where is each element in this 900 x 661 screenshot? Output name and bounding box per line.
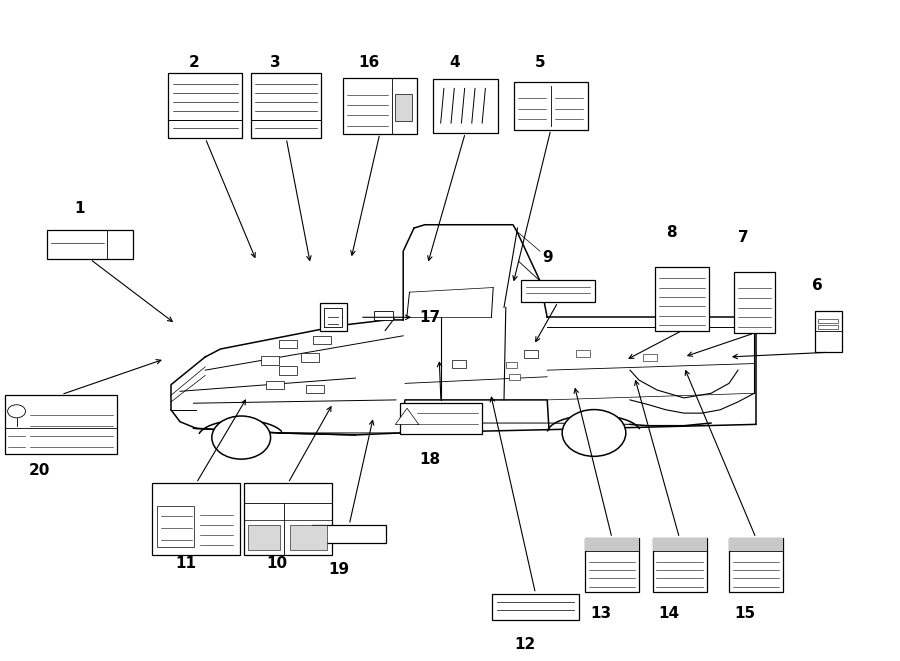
Bar <box>5 395 117 454</box>
Text: 7: 7 <box>738 231 749 245</box>
Text: 4: 4 <box>449 56 460 70</box>
Bar <box>302 353 319 362</box>
Bar <box>585 538 639 592</box>
Bar <box>524 350 538 358</box>
Bar <box>729 538 783 551</box>
Bar <box>251 73 321 138</box>
Bar <box>248 525 280 551</box>
Bar <box>343 78 417 134</box>
Bar <box>734 272 775 333</box>
Text: 9: 9 <box>542 251 553 265</box>
Text: 20: 20 <box>29 463 50 478</box>
Bar <box>320 303 346 331</box>
Bar <box>395 94 411 122</box>
Bar <box>814 311 842 352</box>
Bar <box>48 229 133 259</box>
Bar <box>152 483 240 555</box>
Text: 3: 3 <box>270 56 281 70</box>
Bar <box>652 538 706 592</box>
Bar <box>506 362 517 368</box>
Bar <box>818 325 838 329</box>
Bar <box>313 336 331 344</box>
Bar <box>514 82 588 130</box>
Bar <box>312 525 386 543</box>
Bar <box>374 311 393 320</box>
Polygon shape <box>395 408 419 424</box>
Bar <box>244 483 332 555</box>
Bar <box>492 594 579 620</box>
Bar <box>158 506 194 547</box>
Text: 16: 16 <box>358 56 380 70</box>
Bar <box>585 538 639 551</box>
Bar <box>433 79 498 133</box>
Bar <box>266 381 284 389</box>
Bar <box>168 73 242 138</box>
Text: 6: 6 <box>812 278 823 293</box>
Circle shape <box>562 410 626 456</box>
Bar <box>290 525 327 551</box>
Text: 14: 14 <box>658 606 680 621</box>
Bar <box>652 538 706 551</box>
Text: 15: 15 <box>734 606 756 621</box>
Bar <box>729 538 783 592</box>
Text: 1: 1 <box>74 201 85 215</box>
Text: 8: 8 <box>666 225 677 240</box>
Bar <box>279 366 297 375</box>
Bar <box>521 280 595 301</box>
Bar <box>452 360 466 368</box>
Bar <box>279 340 297 348</box>
Text: 10: 10 <box>266 556 288 570</box>
Text: 12: 12 <box>514 637 536 652</box>
Text: 13: 13 <box>590 606 612 621</box>
Bar <box>576 350 590 357</box>
Text: 5: 5 <box>535 56 545 70</box>
Text: 18: 18 <box>419 452 441 467</box>
Bar <box>655 267 709 330</box>
Bar <box>509 374 520 380</box>
Bar <box>261 356 279 365</box>
Circle shape <box>8 405 25 418</box>
Text: 17: 17 <box>419 310 441 325</box>
Text: 2: 2 <box>189 56 200 70</box>
Bar <box>306 385 324 393</box>
Text: 19: 19 <box>328 563 349 577</box>
Bar <box>818 319 838 323</box>
Circle shape <box>212 416 271 459</box>
Bar <box>400 403 482 434</box>
Bar <box>643 354 657 361</box>
Text: 11: 11 <box>175 556 196 570</box>
